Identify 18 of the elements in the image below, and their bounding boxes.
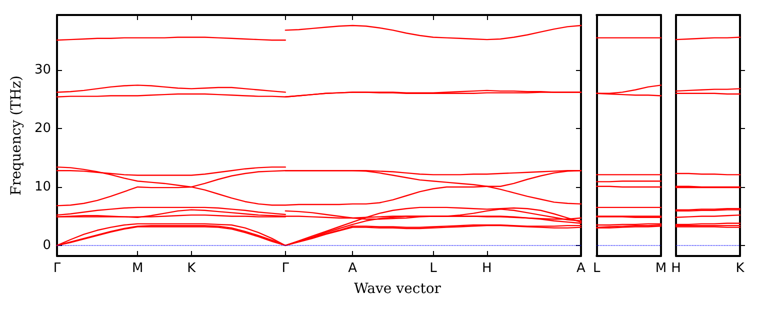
y-axis-title: Frequency (THz) bbox=[8, 75, 25, 196]
x-tick-label: M bbox=[655, 261, 667, 276]
x-tick-label: K bbox=[736, 261, 745, 276]
x-tick-label: L bbox=[592, 261, 601, 276]
y-tick-label: 30 bbox=[34, 62, 51, 78]
x-axis-title: Wave vector bbox=[354, 281, 442, 297]
x-tick-label: A bbox=[576, 261, 586, 276]
x-tick-label: Γ bbox=[282, 261, 290, 276]
y-tick-label: 10 bbox=[34, 179, 51, 194]
x-tick-label: H bbox=[482, 261, 492, 276]
x-tick-label: K bbox=[187, 261, 196, 276]
y-tick-label: 0 bbox=[42, 238, 51, 253]
x-tick-label: L bbox=[430, 261, 438, 276]
x-tick-label: A bbox=[348, 261, 358, 276]
y-tick-label: 20 bbox=[34, 120, 51, 136]
x-tick-label: Γ bbox=[53, 261, 62, 276]
x-tick-label: H bbox=[671, 261, 681, 276]
x-tick-label: M bbox=[132, 261, 144, 276]
